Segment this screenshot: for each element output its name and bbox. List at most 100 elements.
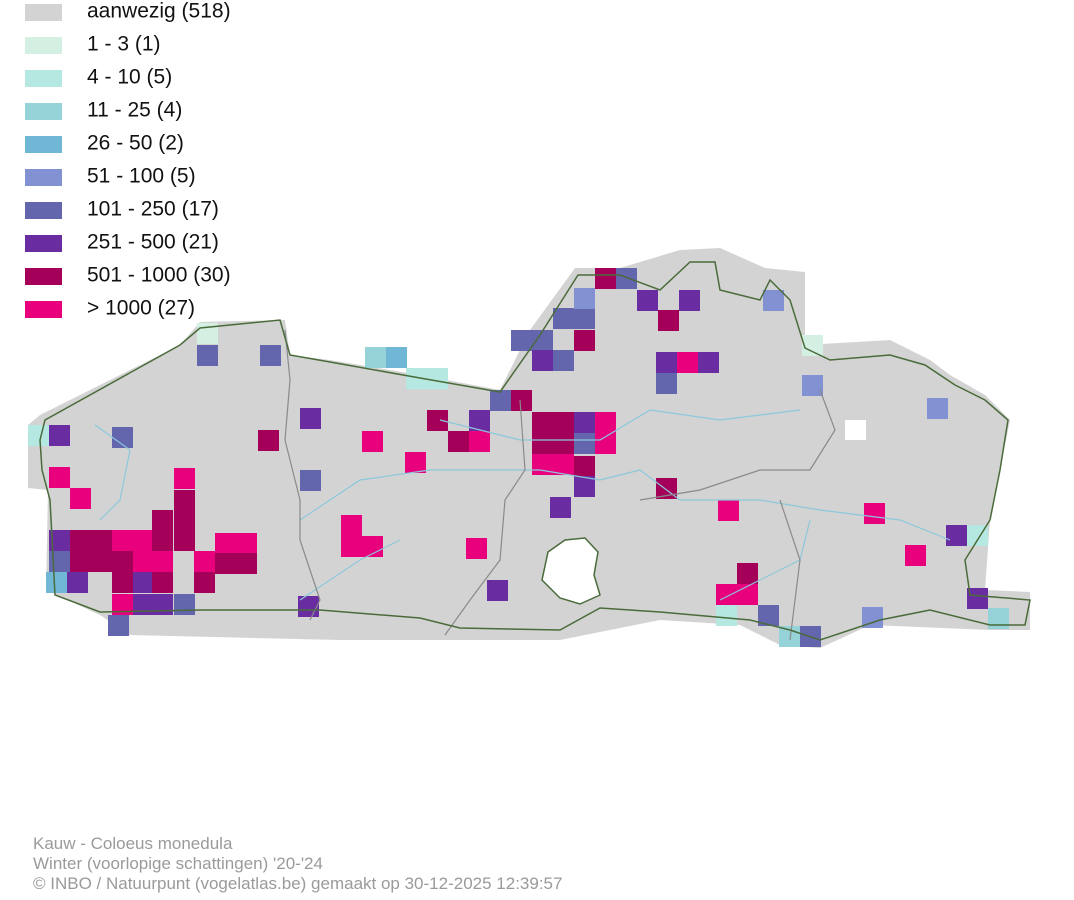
grid-square: [260, 345, 281, 366]
grid-square: [91, 551, 112, 572]
grid-square: [174, 468, 195, 489]
grid-square: [112, 551, 133, 572]
grid-square: [802, 335, 823, 356]
grid-square: [405, 452, 426, 473]
grid-square: [70, 488, 91, 509]
grid-square: [194, 572, 215, 593]
grid-square: [67, 572, 88, 593]
grid-square: [49, 425, 70, 446]
grid-squares: [28, 268, 1009, 647]
river: [299, 469, 951, 541]
grid-square: [152, 510, 173, 531]
grid-square: [967, 588, 988, 609]
grid-square: [637, 290, 658, 311]
grid-square: [595, 268, 616, 289]
legend-swatch: [25, 169, 62, 186]
legend-swatch: [25, 103, 62, 120]
grid-square: [91, 530, 112, 551]
grid-square: [197, 345, 218, 366]
legend-label: 1 - 3 (1): [87, 33, 161, 56]
legend-label: 101 - 250 (17): [87, 198, 219, 221]
grid-square: [112, 427, 133, 448]
brussels-hole: [541, 537, 601, 605]
grid-square: [677, 352, 698, 373]
grid-square: [574, 456, 595, 477]
grid-square: [550, 497, 571, 518]
grid-square: [466, 538, 487, 559]
grid-square: [133, 594, 154, 615]
grid-square: [427, 410, 448, 431]
legend-swatch: [25, 136, 62, 153]
legend-swatch: [25, 202, 62, 219]
grid-square: [70, 551, 91, 572]
grid-square: [386, 347, 407, 368]
grid-square: [553, 350, 574, 371]
grid-square: [362, 431, 383, 452]
legend-swatch: [25, 37, 62, 54]
grid-square: [716, 584, 737, 605]
grid-square: [194, 551, 215, 572]
grid-square: [490, 390, 511, 411]
footer-line: Kauw - Coloeus monedula: [33, 834, 233, 853]
grid-square: [574, 288, 595, 309]
grid-square: [532, 330, 553, 351]
border: [779, 499, 801, 641]
grid-square: [448, 431, 469, 452]
legend-swatch: [25, 235, 62, 252]
grid-square: [574, 433, 595, 454]
grid-square: [574, 330, 595, 351]
hole: [845, 420, 866, 440]
grid-square: [152, 551, 173, 572]
grid-square: [152, 572, 173, 593]
grid-square: [737, 563, 758, 584]
grid-square: [553, 454, 574, 475]
grid-square: [28, 425, 49, 446]
region-outline: [39, 261, 1031, 641]
grid-square: [658, 310, 679, 331]
border: [639, 389, 836, 501]
grid-square: [174, 510, 195, 531]
grid-square: [574, 476, 595, 497]
grid-square: [174, 490, 195, 511]
grid-square: [553, 412, 574, 433]
grid-square: [70, 530, 91, 551]
grid-square: [616, 268, 637, 289]
grid-square: [174, 530, 195, 551]
legend-label: aanwezig (518): [87, 0, 231, 23]
river: [439, 409, 801, 441]
rivers: [94, 409, 951, 601]
province-borders: [284, 329, 836, 641]
grid-square: [152, 530, 173, 551]
grid-square: [656, 373, 677, 394]
grid-square: [553, 433, 574, 454]
grid-square: [300, 408, 321, 429]
grid-square: [341, 515, 362, 536]
grid-square: [862, 607, 883, 628]
grid-square: [112, 594, 133, 615]
grid-square: [236, 533, 257, 554]
grid-square: [427, 368, 448, 389]
grid-square: [864, 503, 885, 524]
grid-square: [108, 615, 129, 636]
grid-square: [112, 530, 133, 551]
grid-square: [174, 594, 195, 615]
legend-label: > 1000 (27): [87, 297, 195, 320]
grid-square: [988, 608, 1009, 629]
legend-swatch: [25, 70, 62, 87]
legend: aanwezig (518) 1 - 3 (1) 4 - 10 (5) 11 - 25…: [25, 0, 231, 320]
legend-label: 11 - 25 (4): [87, 99, 182, 122]
grid-square: [718, 500, 739, 521]
grid-square: [133, 572, 154, 593]
grid-square: [716, 605, 737, 626]
grid-square: [763, 290, 784, 311]
grid-square: [112, 572, 133, 593]
river: [299, 539, 401, 601]
grid-square: [46, 572, 67, 593]
river: [94, 424, 131, 521]
grid-square: [365, 347, 386, 368]
grid-square: [758, 605, 779, 626]
grid-square: [532, 433, 553, 454]
legend-label: 26 - 50 (2): [87, 132, 184, 155]
grid-square: [511, 390, 532, 411]
